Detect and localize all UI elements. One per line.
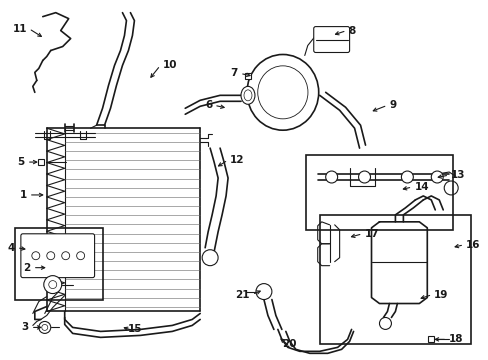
Text: 15: 15 (128, 324, 142, 334)
Text: 16: 16 (465, 240, 480, 250)
Circle shape (44, 276, 61, 293)
Circle shape (39, 321, 51, 333)
Text: 9: 9 (388, 100, 396, 110)
Text: 11: 11 (12, 24, 27, 33)
Circle shape (325, 171, 337, 183)
Circle shape (379, 318, 390, 329)
Text: 12: 12 (229, 155, 244, 165)
Circle shape (41, 324, 48, 330)
FancyBboxPatch shape (21, 234, 94, 278)
Ellipse shape (246, 54, 318, 130)
Circle shape (401, 171, 412, 183)
Circle shape (202, 250, 218, 266)
Ellipse shape (257, 66, 307, 119)
Circle shape (61, 252, 69, 260)
Text: 21: 21 (235, 289, 249, 300)
Ellipse shape (244, 90, 251, 101)
Bar (15, 228, 102, 300)
Text: 13: 13 (450, 170, 465, 180)
Text: 14: 14 (413, 182, 428, 192)
Bar (305, 155, 452, 230)
Text: 17: 17 (364, 229, 378, 239)
Text: 8: 8 (348, 26, 355, 36)
Circle shape (47, 252, 55, 260)
Circle shape (32, 252, 40, 260)
Text: 2: 2 (23, 263, 31, 273)
Text: 6: 6 (204, 100, 212, 110)
Text: 20: 20 (282, 339, 297, 349)
Text: 18: 18 (448, 334, 463, 345)
Circle shape (255, 284, 271, 300)
FancyBboxPatch shape (313, 27, 349, 53)
Text: 7: 7 (230, 68, 238, 78)
Ellipse shape (241, 86, 254, 104)
Text: 1: 1 (20, 190, 27, 200)
Bar (319, 215, 470, 345)
Circle shape (430, 171, 442, 183)
Circle shape (358, 171, 370, 183)
Text: 10: 10 (162, 60, 177, 71)
Text: 5: 5 (18, 157, 25, 167)
Text: 19: 19 (433, 289, 447, 300)
Text: 4: 4 (7, 243, 15, 253)
Text: 3: 3 (21, 323, 29, 332)
Circle shape (77, 252, 84, 260)
Circle shape (443, 181, 457, 195)
Circle shape (49, 280, 57, 289)
